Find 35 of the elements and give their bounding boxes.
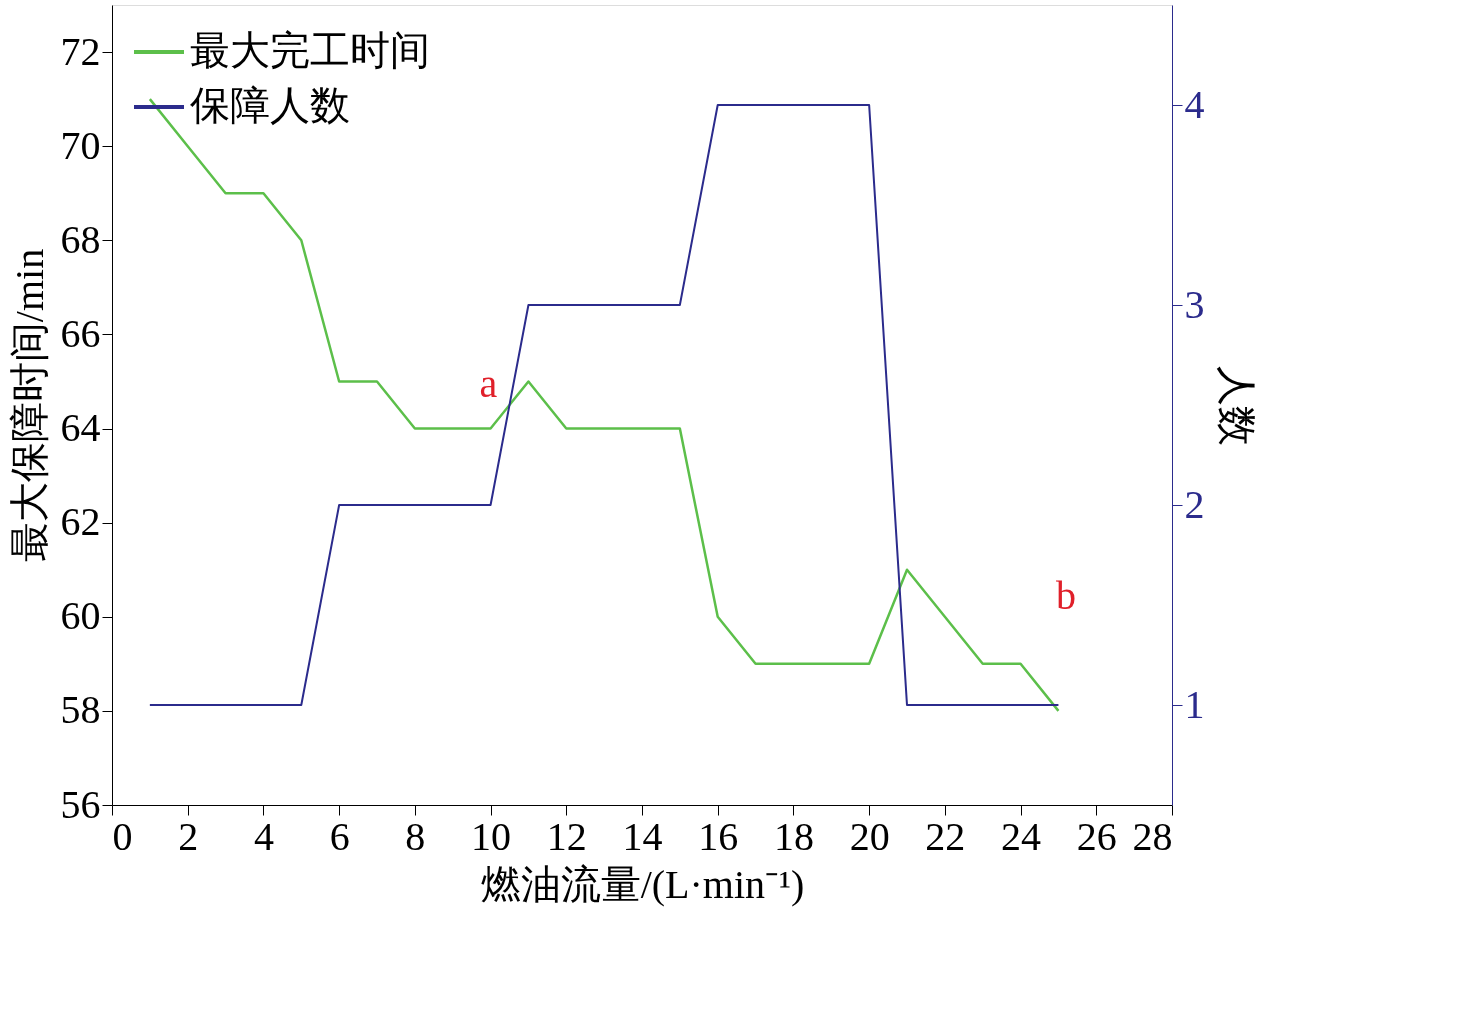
x-tick-label: 2 [178, 813, 199, 859]
y-tick-label: 60 [60, 593, 101, 639]
legend-label: 最大完工时间 [190, 28, 430, 73]
x-tick-label: 22 [925, 813, 966, 859]
y2-tick-label: 1 [1184, 681, 1205, 727]
x-tick-label: 20 [849, 813, 890, 859]
x-tick-label: 4 [253, 813, 274, 859]
x-tick-label: 14 [622, 813, 663, 859]
legend-label: 保障人数 [190, 83, 350, 128]
y-axis-title: 最大保障时间/min [6, 248, 52, 563]
y-tick-label: 68 [60, 216, 101, 262]
x-tick-label: 16 [698, 813, 739, 859]
x-tick-label: 10 [471, 813, 512, 859]
y2-tick-label: 2 [1184, 481, 1205, 527]
y-tick-label: 62 [60, 499, 101, 545]
y-tick-label: 56 [60, 781, 101, 827]
annotation: b [1056, 573, 1076, 618]
x-tick-label: 26 [1076, 813, 1117, 859]
y2-axis-title: 人数 [1213, 365, 1259, 446]
y-tick-label: 66 [60, 310, 101, 356]
y2-tick-label: 3 [1184, 281, 1205, 327]
y-tick-label: 58 [60, 687, 101, 733]
annotation: a [479, 361, 498, 406]
y2-tick-label: 4 [1184, 81, 1205, 127]
y-tick-label: 64 [60, 405, 101, 451]
y-tick-label: 70 [60, 122, 101, 168]
x-tick-label: 6 [329, 813, 350, 859]
x-tick-label: 8 [405, 813, 426, 859]
x-tick-label: 24 [1001, 813, 1042, 859]
x-tick-label: 12 [546, 813, 587, 859]
y-tick-label: 72 [60, 28, 101, 74]
x-tick-label: 28 [1132, 813, 1173, 859]
x-axis-title: 燃油流量/(L·min⁻¹) [480, 861, 805, 907]
x-tick-label: 18 [773, 813, 814, 859]
x-tick-label: 0 [112, 813, 133, 859]
